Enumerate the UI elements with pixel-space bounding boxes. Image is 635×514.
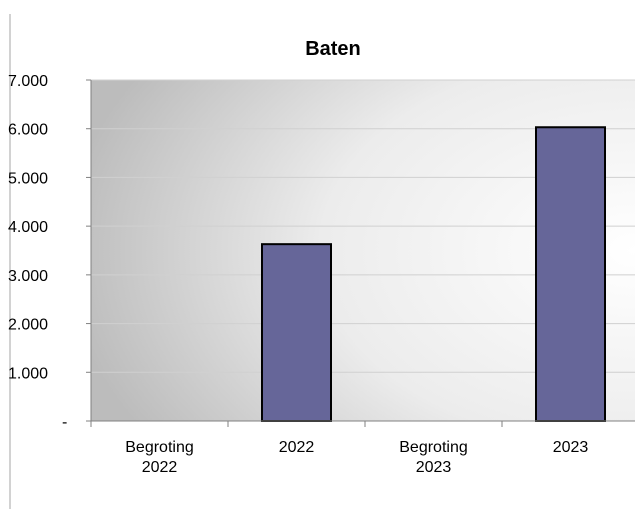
x-axis-ticks: Begroting 2022 2022 Begroting 2023 2023	[90, 421, 589, 476]
y-tick-label: 4.000	[8, 219, 48, 236]
cropped-header-strip	[0, 0, 635, 14]
y-tick-label: 2.000	[8, 317, 48, 334]
bar	[261, 243, 332, 422]
y-tick-label: -	[62, 414, 67, 431]
y-axis-ticks: - 1.000 2.000 3.000 4.000 5.000 6.000 7.000	[8, 73, 91, 431]
x-tick-label: Begroting	[399, 439, 468, 456]
chart-title: Baten	[305, 38, 361, 60]
x-tick-label: 2022	[279, 439, 315, 456]
y-tick-label: 5.000	[8, 170, 48, 187]
bar	[535, 126, 606, 422]
x-tick-label: Begroting	[125, 439, 194, 456]
y-tick-label: 1.000	[8, 365, 48, 382]
x-tick-label: 2022	[142, 459, 178, 476]
axes	[90, 80, 635, 422]
x-tick-label: 2023	[416, 459, 452, 476]
bars	[261, 126, 606, 422]
x-tick-label: 2023	[553, 439, 589, 456]
y-tick-label: 3.000	[8, 268, 48, 285]
y-tick-label: 7.000	[8, 73, 48, 90]
y-tick-label: 6.000	[8, 122, 48, 139]
